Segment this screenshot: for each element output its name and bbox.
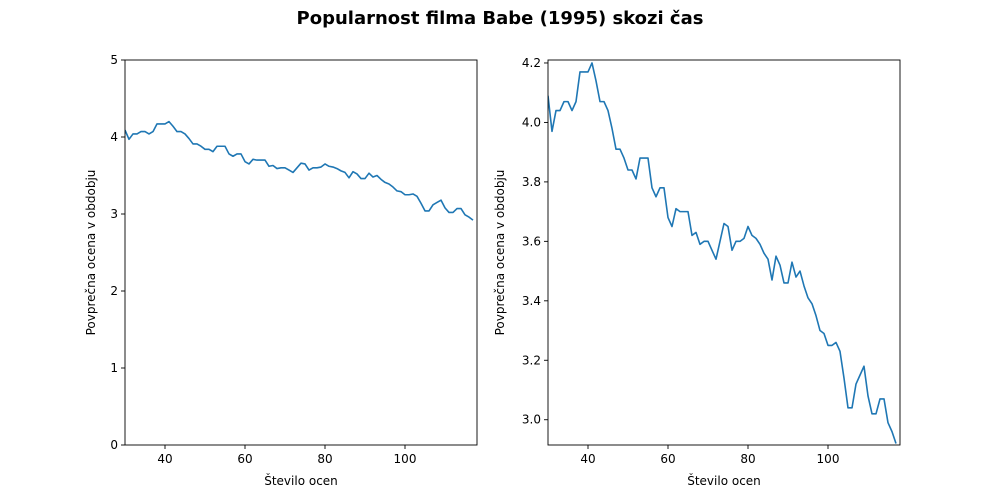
y-tick-label: 3.8 — [522, 175, 541, 189]
plot-panel-1: 40 60 80 100 0 1 2 3 4 5 Število ocen Povprečna oce… — [84, 53, 478, 488]
axes-frame — [547, 59, 901, 446]
y-tick-label: 1 — [110, 361, 118, 375]
y-tick-label: 4.0 — [522, 115, 541, 129]
x-tick-label: 80 — [317, 452, 332, 466]
y-tick-label: 4 — [110, 130, 118, 144]
chart-title: Popularnost filma Babe (1995) skozi čas — [296, 8, 704, 29]
x-tick-label: 100 — [817, 452, 840, 466]
x-tick-label: 60 — [660, 452, 675, 466]
y-axis-label: Povprečna ocena v obdobju — [493, 170, 507, 336]
y-axis-label: Povprečna ocena v obdobju — [84, 170, 98, 336]
x-tick-label: 40 — [580, 452, 595, 466]
x-axis-label: Število ocen — [264, 473, 338, 488]
x-tick-label: 100 — [394, 452, 417, 466]
y-tick-label: 3 — [110, 207, 118, 221]
series-line — [125, 120, 474, 221]
y-tick-label: 2 — [110, 284, 118, 298]
y-tick-label: 3.2 — [522, 353, 541, 367]
y-tick-label: 3.0 — [522, 413, 541, 427]
y-tick-label: 3.6 — [522, 234, 541, 248]
plot-panel-2: 40 60 80 100 3.0 3.2 3.4 3.6 3.8 4.0 4.2 Število oc… — [493, 56, 901, 488]
x-axis-label: Število ocen — [687, 473, 761, 488]
x-tick-label: 40 — [157, 452, 172, 466]
x-tick-label: 80 — [740, 452, 755, 466]
x-tick-label: 60 — [237, 452, 252, 466]
axes-frame — [124, 59, 478, 446]
series-line — [548, 62, 897, 444]
y-tick-label: 5 — [110, 53, 118, 67]
y-tick-label: 0 — [110, 438, 118, 452]
y-tick-label: 3.4 — [522, 294, 541, 308]
y-tick-label: 4.2 — [522, 56, 541, 70]
